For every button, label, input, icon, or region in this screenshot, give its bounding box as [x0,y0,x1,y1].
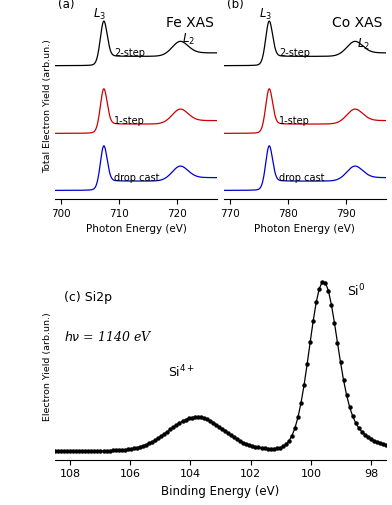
Text: Co XAS: Co XAS [332,16,383,30]
Text: $L_2$: $L_2$ [182,31,196,46]
Text: 1-step: 1-step [114,116,145,126]
Text: $L_3$: $L_3$ [259,7,272,22]
Text: Fe XAS: Fe XAS [166,16,214,30]
Text: (b): (b) [227,0,243,11]
Y-axis label: Total Electron Yield (arb.un.): Total Electron Yield (arb.un.) [43,39,52,173]
Text: drop cast: drop cast [279,173,325,183]
Text: 2-step: 2-step [279,48,310,58]
Text: Si$^{0}$: Si$^{0}$ [347,283,365,299]
Text: drop cast: drop cast [114,173,160,183]
Text: $h\nu$ = 1140 eV: $h\nu$ = 1140 eV [64,330,152,344]
X-axis label: Photon Energy (eV): Photon Energy (eV) [85,224,187,234]
X-axis label: Binding Energy (eV): Binding Energy (eV) [162,485,279,498]
Text: $L_2$: $L_2$ [357,37,370,52]
X-axis label: Photon Energy (eV): Photon Energy (eV) [254,224,356,234]
Text: 2-step: 2-step [114,48,145,58]
Text: 1-step: 1-step [279,116,310,126]
Text: $L_3$: $L_3$ [93,7,106,22]
Text: (c) Si2p: (c) Si2p [64,291,112,304]
Y-axis label: Electron Yield (arb.un.): Electron Yield (arb.un.) [43,312,52,421]
Text: (a): (a) [58,0,74,11]
Text: Si$^{4+}$: Si$^{4+}$ [168,364,195,380]
